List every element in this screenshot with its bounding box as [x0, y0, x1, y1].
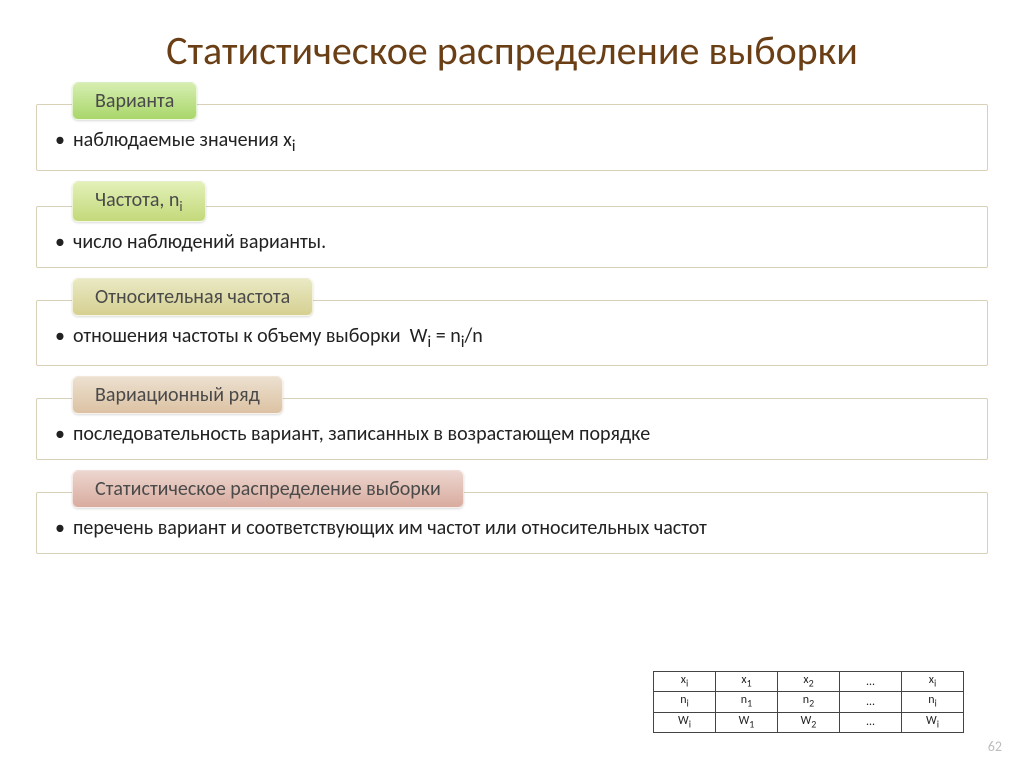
- definition-body: число наблюдений варианты.: [73, 229, 326, 255]
- table-cell: Wi: [902, 712, 964, 732]
- definition-text: • отношения частоты к объему выборки Wi =…: [55, 323, 969, 354]
- bullet-icon: •: [55, 323, 65, 349]
- definition-block: Статистическое распределение выборки • пер…: [36, 470, 988, 554]
- definition-text: • последовательность вариант, записанных …: [55, 421, 969, 447]
- table-cell: x1: [716, 671, 778, 691]
- definition-body: перечень вариант и соответствующих им ча…: [73, 515, 707, 541]
- table-cell: xi: [654, 671, 716, 691]
- table-cell: xi: [902, 671, 964, 691]
- slide: Статистическое распределение выборки Вар…: [0, 0, 1024, 767]
- definition-block: Относительная частота • отношения частоты …: [36, 278, 988, 367]
- definition-body: последовательность вариант, записанных в…: [73, 421, 650, 447]
- definition-text: • число наблюдений варианты.: [55, 229, 969, 255]
- table-cell: x2: [778, 671, 840, 691]
- table-cell: …: [840, 692, 902, 712]
- page-number: 62: [988, 738, 1002, 755]
- table-cell: W2: [778, 712, 840, 732]
- table-cell: ni: [902, 692, 964, 712]
- table-row: xix1x2…xi: [654, 671, 964, 691]
- definition-tab: Варианта: [72, 82, 197, 120]
- definition-tab: Частота, ni: [72, 181, 206, 222]
- table-cell: W1: [716, 712, 778, 732]
- bullet-icon: •: [55, 229, 65, 255]
- definition-text: • наблюдаемые значения xi: [55, 127, 969, 158]
- distribution-table: xix1x2…xinin1n2…niWiW1W2…Wi: [653, 671, 964, 733]
- table-cell: …: [840, 671, 902, 691]
- page-title: Статистическое распределение выборки: [36, 28, 988, 74]
- table-cell: n2: [778, 692, 840, 712]
- definition-block: Частота, ni • число наблюдений варианты.: [36, 181, 988, 268]
- bullet-icon: •: [55, 515, 65, 541]
- definition-tab: Статистическое распределение выборки: [72, 470, 464, 508]
- definition-block: Варианта • наблюдаемые значения xi: [36, 82, 988, 171]
- table-row: nin1n2…ni: [654, 692, 964, 712]
- table-row: WiW1W2…Wi: [654, 712, 964, 732]
- bullet-icon: •: [55, 127, 65, 153]
- table-cell: n1: [716, 692, 778, 712]
- definition-body: наблюдаемые значения xi: [73, 127, 296, 158]
- definition-tab: Вариационный ряд: [72, 376, 283, 414]
- table-cell: ni: [654, 692, 716, 712]
- definition-text: • перечень вариант и соответствующих им ч…: [55, 515, 969, 541]
- definition-block: Вариационный ряд • последовательность вари…: [36, 376, 988, 460]
- bullet-icon: •: [55, 421, 65, 447]
- table-cell: …: [840, 712, 902, 732]
- definition-list: Варианта • наблюдаемые значения xi Частота,…: [36, 82, 988, 554]
- definition-body: отношения частоты к объему выборки Wi = …: [73, 323, 483, 354]
- definition-tab: Относительная частота: [72, 278, 313, 316]
- table-cell: Wi: [654, 712, 716, 732]
